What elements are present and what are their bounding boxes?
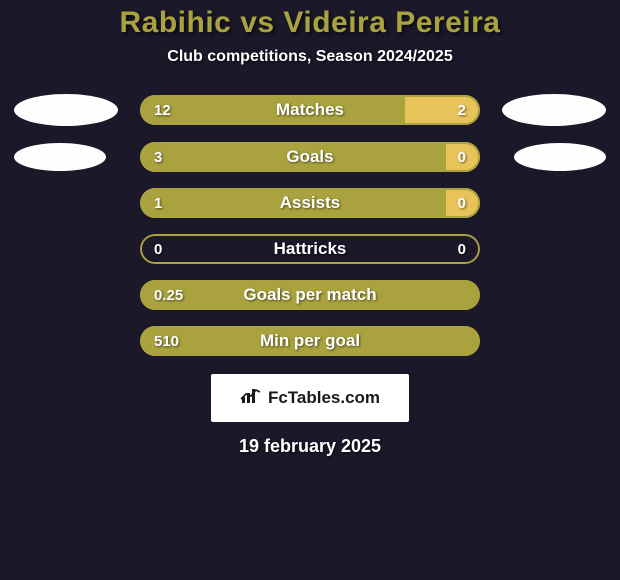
stat-bar: 12Matches2 — [140, 95, 480, 125]
source-badge: FcTables.com — [211, 374, 409, 422]
subtitle: Club competitions, Season 2024/2025 — [0, 48, 620, 66]
oval-slot-left — [14, 94, 140, 126]
stat-row: 0Hattricks0 — [0, 234, 620, 264]
stat-row: 3Goals0 — [0, 142, 620, 172]
stat-label: Assists — [140, 193, 480, 213]
stat-value-right: 0 — [458, 241, 480, 258]
source-badge-text: FcTables.com — [268, 388, 380, 408]
stat-bar: 510Min per goal — [140, 326, 480, 356]
stat-bar: 1Assists0 — [140, 188, 480, 218]
chart-icon — [240, 387, 262, 410]
stat-value-right: 2 — [458, 102, 480, 119]
stat-bar: 0Hattricks0 — [140, 234, 480, 264]
stat-row: 0.25Goals per match — [0, 280, 620, 310]
stat-label: Hattricks — [140, 239, 480, 259]
oval-slot-left — [14, 143, 140, 171]
stat-rows: 12Matches23Goals01Assists00Hattricks00.2… — [0, 94, 620, 356]
stat-label: Goals per match — [140, 285, 480, 305]
stat-row: 1Assists0 — [0, 188, 620, 218]
stat-value-right: 0 — [458, 195, 480, 212]
stat-bar: 0.25Goals per match — [140, 280, 480, 310]
stat-label: Goals — [140, 147, 480, 167]
player-oval-left — [14, 143, 106, 171]
date-text: 19 february 2025 — [0, 436, 620, 457]
oval-slot-right — [480, 94, 606, 126]
player-oval-right — [502, 94, 606, 126]
player-oval-left — [14, 94, 118, 126]
stat-label: Min per goal — [140, 331, 480, 351]
stat-row: 12Matches2 — [0, 94, 620, 126]
comparison-card: Rabihic vs Videira Pereira Club competit… — [0, 0, 620, 580]
page-title: Rabihic vs Videira Pereira — [0, 0, 620, 40]
stat-bar: 3Goals0 — [140, 142, 480, 172]
player-oval-right — [514, 143, 606, 171]
stat-value-right: 0 — [458, 149, 480, 166]
oval-slot-right — [480, 143, 606, 171]
stat-row: 510Min per goal — [0, 326, 620, 356]
stat-label: Matches — [140, 100, 480, 120]
